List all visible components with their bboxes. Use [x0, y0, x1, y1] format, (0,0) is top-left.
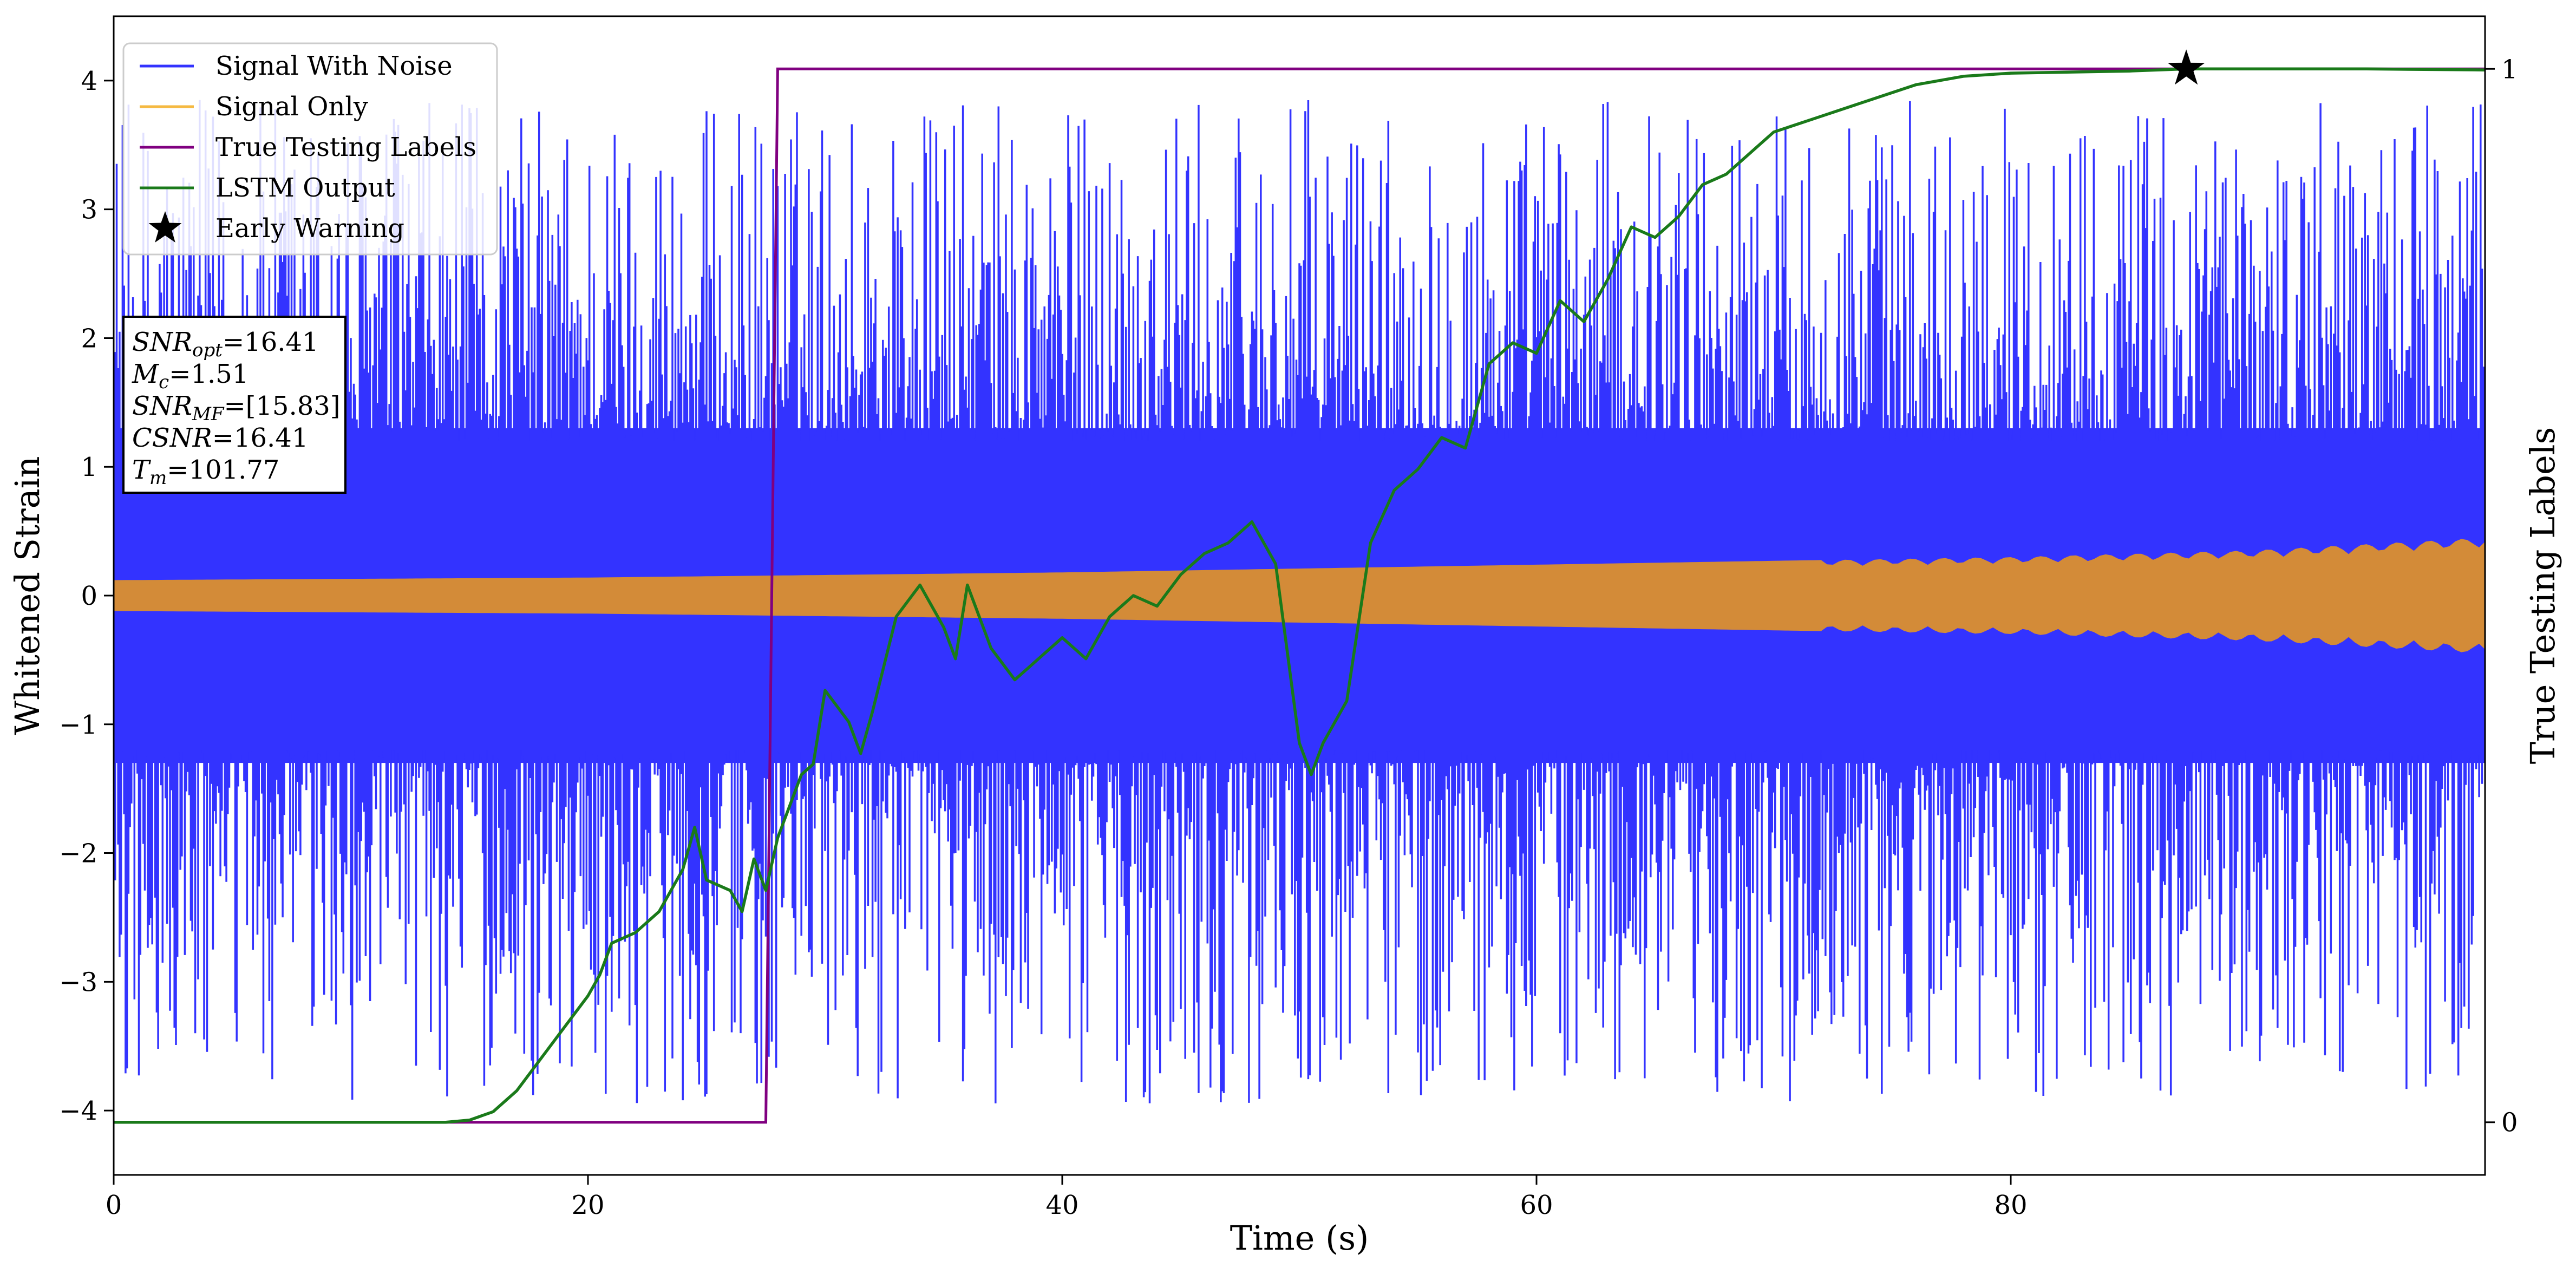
- y-tick-label: 0: [81, 581, 97, 611]
- series-lstm-output: [114, 67, 2485, 1124]
- y2-tick-label: 0: [2501, 1108, 2518, 1138]
- y-tick-label: −1: [59, 710, 97, 740]
- y-tick-label: −3: [59, 967, 97, 997]
- series-early-warning: [2167, 49, 2205, 85]
- annotation-line: SNRMF=[15.83]: [132, 391, 341, 425]
- annotation-line: Mc=1.51: [132, 359, 249, 393]
- y-tick-label: 2: [81, 323, 97, 354]
- y-axis-right: 01: [2485, 54, 2518, 1138]
- y-axis-left: −4 −3 −2 −1 0 1 2 3 4: [59, 66, 114, 1126]
- x-axis-label: Time (s): [1230, 1218, 1369, 1258]
- legend-label: Early Warning: [215, 213, 404, 244]
- series-signal-only: [114, 539, 2485, 652]
- legend: Signal With Noise Signal Only True Testing…: [122, 42, 498, 256]
- y2-tick-label: 1: [2501, 54, 2518, 84]
- signal-envelope: [114, 539, 2485, 652]
- x-tick-label: 40: [1045, 1190, 1078, 1220]
- y-tick-label: −4: [59, 1096, 97, 1126]
- annotation-line: Tm=101.77: [132, 455, 279, 489]
- y-tick-label: −2: [59, 839, 97, 869]
- x-tick-label: 80: [1994, 1190, 2027, 1220]
- noise-spikes: [114, 100, 2485, 1103]
- annotation-box: SNRopt=16.41Mc=1.51SNRMF=[15.83]CSNR=16.…: [122, 316, 346, 494]
- x-axis: 0 20 40 60 80: [106, 1175, 2028, 1220]
- annotation-line: SNRopt=16.41: [132, 327, 319, 361]
- legend-frame: [122, 42, 498, 256]
- y-axis-label: Whitened Strain: [8, 456, 47, 735]
- legend-star-icon: [148, 211, 182, 243]
- x-tick-label: 60: [1520, 1190, 1553, 1220]
- plot-area: [114, 49, 2485, 1124]
- y2-axis-label: True Testing Labels: [2523, 427, 2562, 765]
- lstm-output-line: [114, 67, 2485, 1124]
- legend-label: True Testing Labels: [215, 132, 476, 162]
- x-tick-label: 0: [106, 1190, 122, 1220]
- y-tick-label: 1: [81, 452, 97, 482]
- y-tick-label: 4: [81, 66, 97, 96]
- early-warning-star: [2167, 49, 2205, 85]
- legend-label: Signal Only: [215, 92, 368, 122]
- legend-label: LSTM Output: [215, 173, 395, 203]
- y-tick-label: 3: [81, 195, 97, 225]
- annotation-line: CSNR=16.41: [132, 423, 308, 453]
- legend-label: Signal With Noise: [215, 51, 453, 81]
- x-tick-label: 20: [571, 1190, 604, 1220]
- annotation-frame: [122, 316, 346, 494]
